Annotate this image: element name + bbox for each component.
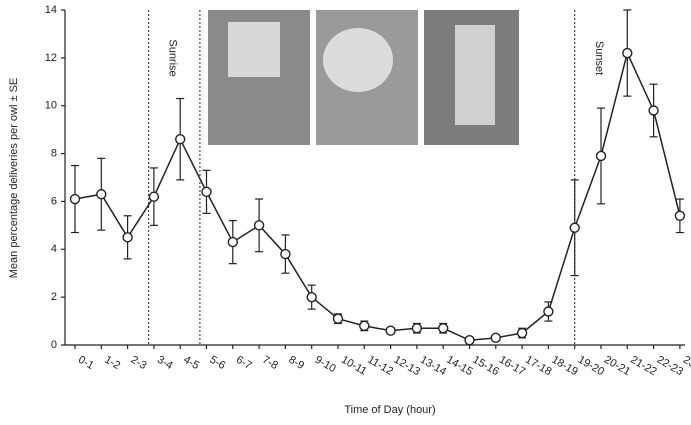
data-point — [439, 324, 448, 333]
annotation: Sunrise — [167, 39, 179, 76]
x-tick-label: 18-19 — [549, 354, 579, 378]
photo-detail — [228, 22, 280, 77]
y-tick-label: 10 — [45, 100, 57, 112]
photos — [208, 10, 519, 145]
x-tick-label: 4-5 — [181, 354, 201, 372]
data-point — [360, 321, 369, 330]
x-tick-label: 20-21 — [602, 354, 632, 378]
data-point — [412, 324, 421, 333]
data-point — [649, 106, 658, 115]
data-point — [597, 151, 606, 160]
data-point — [228, 238, 237, 247]
data-point — [97, 190, 106, 199]
y-tick-label: 8 — [51, 147, 57, 159]
data-point — [334, 314, 343, 323]
x-tick-label: 14-15 — [444, 354, 474, 378]
x-tick-label: 1-2 — [102, 354, 122, 372]
y-tick-label: 4 — [51, 243, 57, 255]
x-tick-label: 7-8 — [260, 354, 280, 372]
data-point — [307, 293, 316, 302]
x-tick-label: 12-13 — [392, 354, 422, 378]
data-point — [149, 192, 158, 201]
x-tick-label: 2-3 — [129, 354, 149, 372]
data-point — [465, 336, 474, 345]
x-tick-label: 10-11 — [339, 354, 369, 378]
x-tick-label: 15-16 — [471, 354, 501, 378]
data-point — [518, 329, 527, 338]
x-tick-label: 5-6 — [208, 354, 228, 372]
x-tick-label: 3-4 — [155, 354, 175, 372]
y-tick-label: 12 — [45, 52, 57, 64]
data-point — [176, 135, 185, 144]
x-tick-label: 21-22 — [628, 354, 658, 378]
x-axis-label: Time of Day (hour) — [344, 404, 435, 416]
x-tick-label: 6-7 — [234, 354, 254, 372]
x-tick-label: 9-10 — [313, 354, 338, 375]
x-tick-label: 8-9 — [286, 354, 306, 372]
data-point — [675, 211, 684, 220]
chart: Time of Day (hour) Mean percentage deliv… — [0, 0, 691, 425]
y-tick-label: 2 — [51, 291, 57, 303]
annotation: Sunset — [593, 41, 605, 75]
data-point — [255, 221, 264, 230]
y-tick-label: 14 — [45, 4, 57, 16]
x-tick-label: 13-14 — [418, 354, 448, 378]
x-tick-label: 11-12 — [365, 354, 395, 378]
data-point — [123, 233, 132, 242]
x-tick-label: 17-18 — [523, 354, 553, 378]
y-tick-label: 6 — [51, 195, 57, 207]
data-point — [570, 223, 579, 232]
data-point — [544, 307, 553, 316]
data-point — [386, 326, 395, 335]
data-point — [623, 49, 632, 58]
photo-detail — [455, 25, 495, 125]
y-tick-label: 0 — [51, 339, 57, 351]
x-tick-label: 19-20 — [576, 354, 606, 378]
x-tick-label: 16-17 — [497, 354, 527, 378]
data-point — [491, 333, 500, 342]
x-tick-label: 22-23 — [655, 354, 685, 378]
data-point — [71, 195, 80, 204]
data-point — [281, 250, 290, 259]
x-tick-label: 0-1 — [76, 354, 96, 372]
data-point — [202, 187, 211, 196]
y-axis-label: Mean percentage deliveries per owl ± SE — [8, 78, 20, 278]
photo-detail — [323, 28, 393, 92]
